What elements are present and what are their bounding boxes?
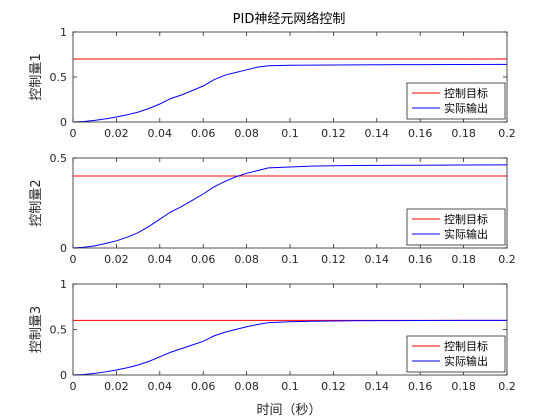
x-tick-label: 0.2 xyxy=(498,380,516,393)
figure-title: PID神经元网络控制 xyxy=(233,11,346,27)
x-tick-label: 0.08 xyxy=(234,253,259,266)
legend-label: 控制目标 xyxy=(444,339,488,353)
legend-label: 实际输出 xyxy=(444,227,488,241)
x-tick-label: 0.16 xyxy=(408,253,433,266)
x-tick-label: 0.14 xyxy=(365,127,390,140)
x-tick-label: 0.12 xyxy=(321,380,346,393)
legend-label: 控制目标 xyxy=(444,212,488,226)
subplot-2: 0 0.02 0.04 0.06 0.08 0.1 0.12 0.14 0.16 0.18 0.2 0… xyxy=(29,152,516,266)
x-tick-label: 0.2 xyxy=(498,127,516,140)
subplot-3: 0 0.02 0.04 0.06 0.08 0.1 0.12 0.14 0.16 0.18 0.2 0… xyxy=(29,278,516,393)
y-tick-label: 1 xyxy=(60,26,67,39)
y-axis-label-3: 控制量3 xyxy=(29,306,44,353)
x-tick-label: 0.06 xyxy=(191,127,216,140)
x-axis-label: 时间（秒） xyxy=(256,403,321,418)
x-tick-label: 0.14 xyxy=(365,253,390,266)
x-tick-label: 0.14 xyxy=(365,380,390,393)
subplot-1: 0 0.02 0.04 0.06 0.08 0.1 0.12 0.14 0.16 0.18 0.2 0… xyxy=(29,26,516,140)
x-tick-label: 0 xyxy=(70,253,77,266)
x-tick-label: 0.02 xyxy=(104,253,129,266)
subplots-group: 0 0.02 0.04 0.06 0.08 0.1 0.12 0.14 0.16 0.18 0.2 0… xyxy=(29,26,516,393)
y-tick-label: 0.5 xyxy=(50,324,68,337)
x-tick-label: 0.06 xyxy=(191,253,216,266)
x-tick-label: 0.04 xyxy=(148,380,173,393)
x-tick-label: 0 xyxy=(70,380,77,393)
legend-box xyxy=(406,335,506,373)
x-tick-label: 0.1 xyxy=(281,380,299,393)
x-tick-label: 0 xyxy=(70,127,77,140)
x-tick-label: 0.12 xyxy=(321,253,346,266)
y-axis-label-2: 控制量2 xyxy=(29,179,44,226)
x-tick-label: 0.02 xyxy=(104,380,129,393)
output-line-1 xyxy=(72,63,508,123)
x-tick-label: 0.18 xyxy=(451,380,476,393)
x-tick-label: 0.1 xyxy=(281,127,299,140)
x-tick-label: 0.18 xyxy=(451,127,476,140)
x-tick-label: 0.08 xyxy=(234,127,259,140)
output-line-2 xyxy=(72,164,508,249)
x-tick-label: 0.18 xyxy=(451,253,476,266)
x-tick-label: 0.16 xyxy=(408,127,433,140)
x-tick-label: 0.04 xyxy=(148,253,173,266)
y-tick-label: 0 xyxy=(60,369,67,382)
x-tick-label: 0.1 xyxy=(281,253,299,266)
y-tick-label: 0.5 xyxy=(50,152,68,165)
legend-box xyxy=(406,82,506,120)
x-tick-label: 0.16 xyxy=(408,380,433,393)
x-tick-label: 0.12 xyxy=(321,127,346,140)
y-tick-label: 0 xyxy=(60,116,67,129)
y-tick-label: 0.5 xyxy=(50,71,68,84)
legend-label: 实际输出 xyxy=(444,101,488,115)
x-tick-label: 0.08 xyxy=(234,380,259,393)
x-tick-label: 0.02 xyxy=(104,127,129,140)
output-line-3 xyxy=(72,319,507,376)
legend-label: 实际输出 xyxy=(444,354,488,368)
y-tick-label: 1 xyxy=(60,278,67,291)
x-tick-label: 0.04 xyxy=(148,127,173,140)
x-tick-label: 0.06 xyxy=(191,380,216,393)
legend-box xyxy=(406,208,506,246)
y-axis-label-1: 控制量1 xyxy=(29,53,44,100)
y-tick-label: 0 xyxy=(60,242,67,255)
x-tick-label: 0.2 xyxy=(498,253,516,266)
legend-label: 控制目标 xyxy=(444,86,488,100)
